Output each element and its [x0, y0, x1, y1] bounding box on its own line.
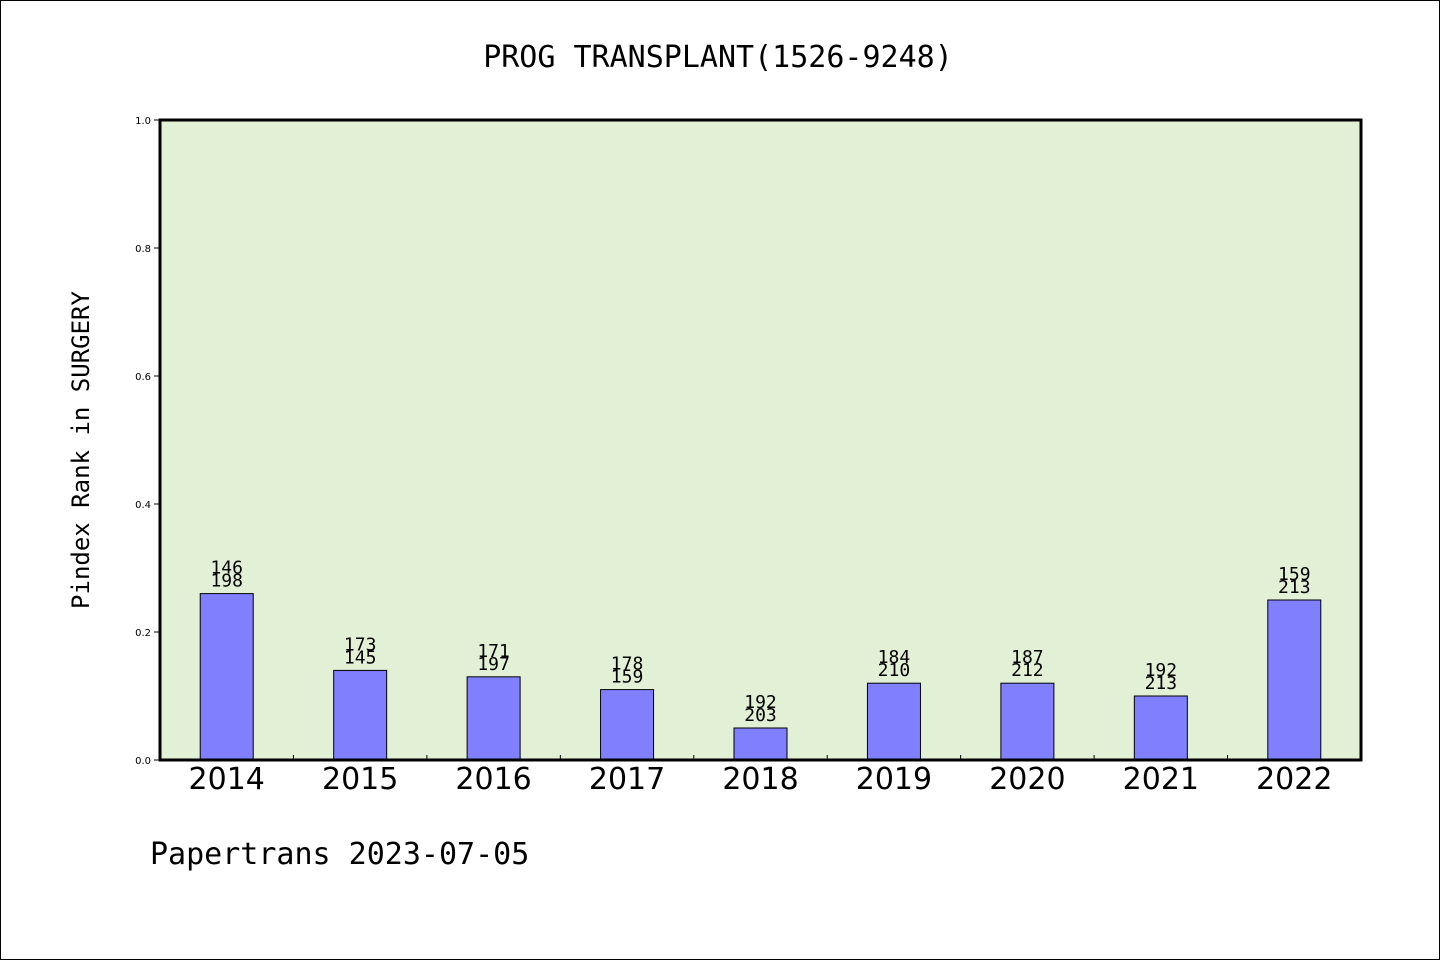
x-tick-label: 2022 — [1256, 762, 1332, 797]
chart-title: PROG TRANSPLANT(1526-9248) — [483, 40, 953, 75]
bar-2015 — [333, 669, 388, 761]
x-tick-label: 2016 — [455, 762, 531, 797]
data-label: 187 — [1011, 647, 1044, 668]
data-label: 213 — [1278, 577, 1311, 598]
data-label: 210 — [878, 660, 911, 681]
bar-2020 — [1000, 682, 1055, 761]
bar-2017 — [600, 689, 655, 761]
plot-area — [160, 120, 1361, 760]
data-label: 171 — [477, 641, 510, 662]
bar-2016 — [466, 676, 521, 761]
x-tick-label: 2021 — [1123, 762, 1199, 797]
footer-watermark: Papertrans 2023-07-05 — [150, 837, 529, 872]
x-tick-label: 2017 — [589, 762, 665, 797]
data-label: 146 — [210, 558, 243, 579]
bar-2019 — [866, 682, 921, 761]
data-label: 178 — [611, 654, 644, 675]
data-label: 184 — [878, 647, 911, 668]
x-tick-label: 2020 — [989, 762, 1065, 797]
plot-border — [158, 118, 1363, 762]
data-label: 159 — [1278, 564, 1311, 585]
x-tick-label: 2015 — [322, 762, 398, 797]
data-label: 197 — [477, 654, 510, 675]
y-tick-label: 0.6 — [135, 372, 151, 383]
x-tick-label: 2014 — [189, 762, 265, 797]
y-tick-label: 0.2 — [135, 628, 151, 639]
bar-2018 — [733, 727, 788, 761]
data-label: 203 — [744, 705, 777, 726]
bar-2014 — [199, 593, 254, 761]
data-label: 212 — [1011, 660, 1044, 681]
data-label: 159 — [611, 667, 644, 688]
bar-2021 — [1133, 695, 1188, 761]
bar-2022 — [1267, 599, 1322, 761]
bars-layer — [199, 593, 1322, 761]
data-label: 213 — [1145, 673, 1178, 694]
y-tick-label: 0.8 — [135, 244, 151, 255]
x-tick-label: 2018 — [722, 762, 798, 797]
y-axis: 0.0 0.2 0.4 0.6 0.8 1.0 — [135, 116, 160, 767]
data-label: 198 — [210, 571, 243, 592]
data-label: 173 — [344, 634, 377, 655]
x-axis: 2014 2015 2016 2017 2018 2019 2020 2021 2022 — [189, 755, 1332, 797]
y-axis-label: Pindex Rank in SURGERY — [67, 291, 95, 609]
y-tick-label: 0.0 — [135, 756, 151, 767]
y-tick-label: 1.0 — [135, 116, 151, 127]
data-label: 192 — [744, 692, 777, 713]
data-label: 145 — [344, 647, 377, 668]
y-tick-label: 0.4 — [135, 500, 151, 511]
x-tick-label: 2019 — [856, 762, 932, 797]
data-label: 192 — [1145, 660, 1178, 681]
